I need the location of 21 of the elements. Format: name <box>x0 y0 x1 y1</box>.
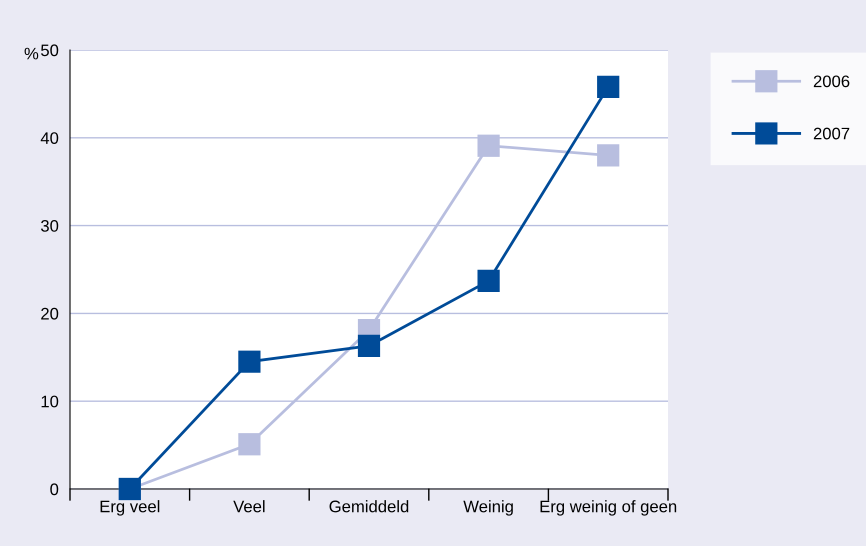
x-tick-label: Gemiddeld <box>330 500 408 512</box>
y-tick-label: 10 <box>42 396 58 408</box>
legend-label: 2006 <box>814 75 850 88</box>
y-tick-label: 0 <box>50 483 58 496</box>
point <box>597 144 620 166</box>
point <box>597 76 620 98</box>
legend-label: 2007 <box>814 128 850 140</box>
y-tick-label: 40 <box>40 132 58 144</box>
x-tick-label: Weinig <box>463 500 513 516</box>
x-tick-label: Erg weinig of geen <box>540 500 676 516</box>
x-tick-label: Erg veel <box>100 500 160 516</box>
point <box>477 134 500 157</box>
y-tick-label: 20 <box>41 308 58 320</box>
point <box>238 433 261 456</box>
point <box>238 350 261 373</box>
x-tick-label: Veel <box>233 500 265 512</box>
y-tick-label: 30 <box>40 220 58 232</box>
y-axis-title: % <box>24 48 38 60</box>
y-tick-label: 50 <box>41 44 58 56</box>
point <box>477 270 500 292</box>
point <box>358 334 380 357</box>
